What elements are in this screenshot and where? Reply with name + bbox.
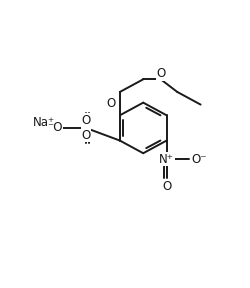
Text: O: O xyxy=(156,67,165,80)
Text: O: O xyxy=(81,129,90,142)
Text: S: S xyxy=(81,122,90,134)
Text: O: O xyxy=(81,114,90,127)
Text: O⁻: O⁻ xyxy=(191,153,206,166)
Text: ⁻O: ⁻O xyxy=(47,122,62,134)
Text: O: O xyxy=(161,180,170,193)
Text: O: O xyxy=(106,97,115,110)
Text: Na⁺: Na⁺ xyxy=(33,115,55,129)
Text: N⁺: N⁺ xyxy=(158,153,173,166)
